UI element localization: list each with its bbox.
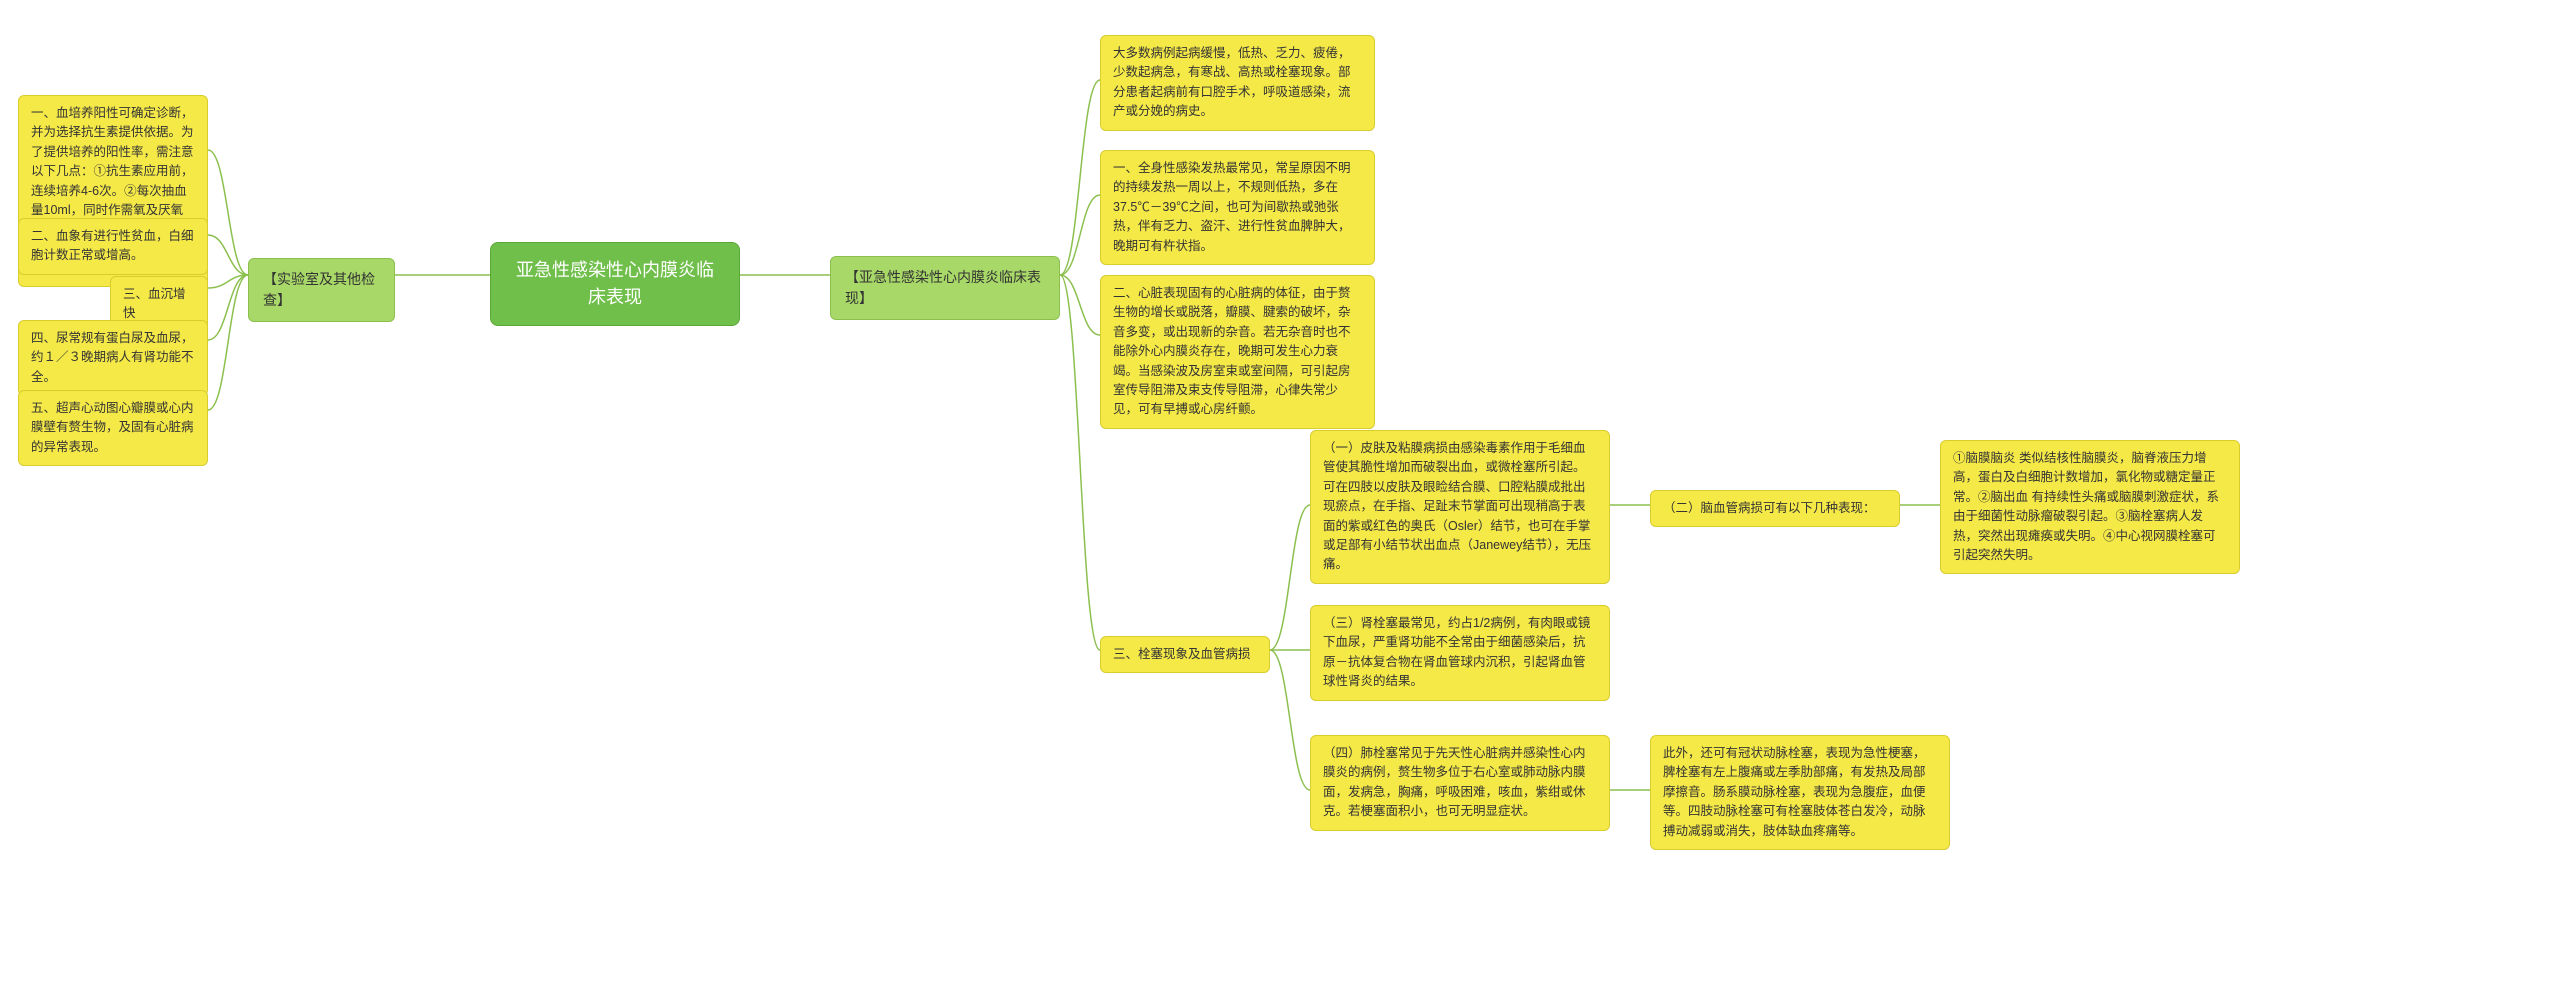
sub3-label: 三、栓塞现象及血管病损: [1100, 636, 1270, 673]
sub3-4-right: 此外，还可有冠状动脉栓塞，表现为急性梗塞，脾栓塞有左上腹痛或左季肋部痛，有发热及…: [1650, 735, 1950, 850]
right-leaf-2: 一、全身性感染发热最常见，常呈原因不明的持续发热一周以上，不规则低热，多在37.…: [1100, 150, 1375, 265]
left-leaf-2: 二、血象有进行性贫血，白细胞计数正常或增高。: [18, 218, 208, 275]
right-leaf-3: 二、心脏表现固有的心脏病的体征，由于赘生物的增长或脱落，瓣膜、腱索的破坏，杂音多…: [1100, 275, 1375, 429]
right-branch-label: 【亚急性感染性心内膜炎临床表现】: [845, 269, 1041, 306]
left-branch: 【实验室及其他检查】: [248, 258, 395, 322]
root-node: 亚急性感染性心内膜炎临床表现: [490, 242, 740, 326]
right-leaf-1: 大多数病例起病缓慢，低热、乏力、疲倦，少数起病急，有寒战、高热或栓塞现象。部分患…: [1100, 35, 1375, 131]
root-title: 亚急性感染性心内膜炎临床表现: [516, 260, 714, 307]
sub3-1-right-text: ①脑膜脑炎 类似结核性脑膜炎，脑脊液压力增高，蛋白及白细胞计数增加，氯化物或糖定…: [1940, 440, 2240, 574]
sub3-leaf-4: （四）肺栓塞常见于先天性心脏病并感染性心内膜炎的病例，赘生物多位于右心室或肺动脉…: [1310, 735, 1610, 831]
right-branch: 【亚急性感染性心内膜炎临床表现】: [830, 256, 1060, 320]
left-leaf-5: 五、超声心动图心瓣膜或心内膜壁有赘生物，及固有心脏病的异常表现。: [18, 390, 208, 466]
left-branch-label: 【实验室及其他检查】: [263, 271, 375, 308]
sub3-1-right-label: （二）脑血管病损可有以下几种表现：: [1650, 490, 1900, 527]
left-leaf-4: 四、尿常规有蛋白尿及血尿，约１／３晚期病人有肾功能不全。: [18, 320, 208, 396]
sub3-leaf-1: （一）皮肤及粘膜病损由感染毒素作用于毛细血管使其脆性增加而破裂出血，或微栓塞所引…: [1310, 430, 1610, 584]
sub3-leaf-3: （三）肾栓塞最常见，约占1/2病例，有肉眼或镜下血尿，严重肾功能不全常由于细菌感…: [1310, 605, 1610, 701]
